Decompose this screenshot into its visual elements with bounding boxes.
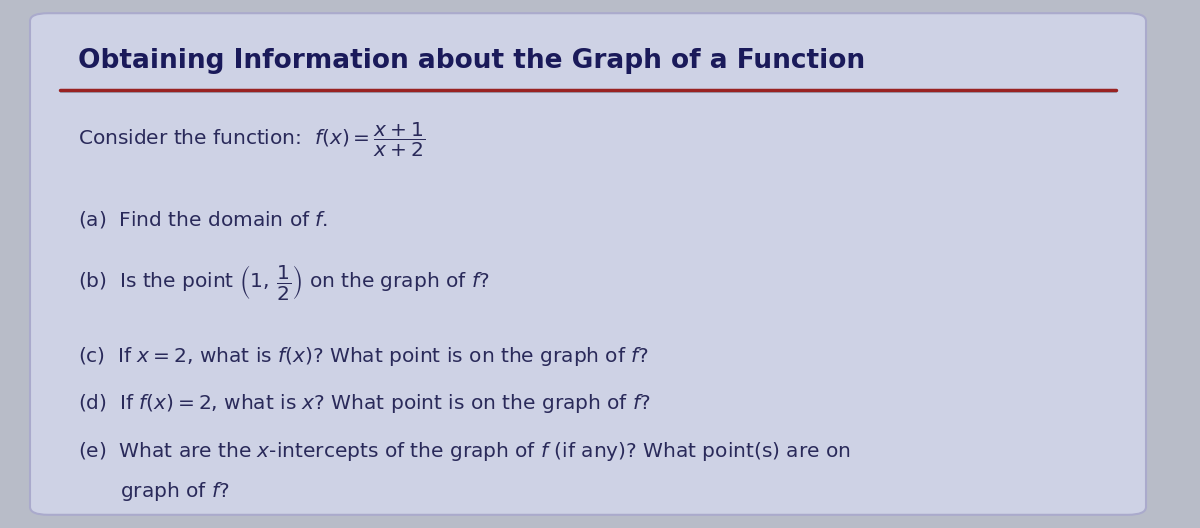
Text: (c)  If $x = 2$, what is $f(x)$? What point is on the graph of $f$?: (c) If $x = 2$, what is $f(x)$? What poi… (78, 345, 649, 368)
FancyBboxPatch shape (30, 13, 1146, 515)
Text: graph of $f$?: graph of $f$? (120, 479, 229, 503)
Text: Obtaining Information about the Graph of a Function: Obtaining Information about the Graph of… (78, 48, 865, 74)
Text: (d)  If $f(x) = 2$, what is $x$? What point is on the graph of $f$?: (d) If $f(x) = 2$, what is $x$? What poi… (78, 392, 650, 416)
Text: Consider the function:  $f(x) = \dfrac{x+1}{x+2}$: Consider the function: $f(x) = \dfrac{x+… (78, 121, 425, 159)
Text: (a)  Find the domain of $f$.: (a) Find the domain of $f$. (78, 209, 329, 230)
Text: (b)  Is the point $\left(1,\,\dfrac{1}{2}\right)$ on the graph of $f$?: (b) Is the point $\left(1,\,\dfrac{1}{2}… (78, 263, 490, 302)
Text: (e)  What are the $x$-intercepts of the graph of $f$ (if any)? What point(s) are: (e) What are the $x$-intercepts of the g… (78, 440, 851, 463)
